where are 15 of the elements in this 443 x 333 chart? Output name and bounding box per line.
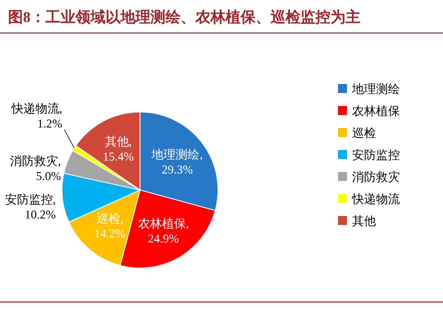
data-label: 地理测绘,29.3% [150, 148, 203, 177]
legend-label: 安防监控 [352, 148, 400, 162]
data-label: 快递物流,1.2% [10, 102, 62, 131]
data-label: 其他,15.4% [102, 134, 134, 164]
legend-label: 巡检 [352, 126, 376, 140]
data-label: 农林植保,24.9% [138, 216, 189, 246]
legend-label: 快递物流 [351, 192, 400, 206]
legend-label: 其他 [352, 214, 376, 228]
data-label: 安防监控,10.2% [4, 192, 56, 222]
legend-label: 地理测绘 [351, 82, 400, 96]
legend-label: 农林植保 [352, 104, 400, 118]
data-label: 巡检,14.2% [94, 212, 126, 241]
chart-title: 图8：工业领域以地理测绘、农林植保、巡检监控为主 [8, 8, 360, 26]
data-label: 消防救灾,5.0% [10, 154, 62, 183]
legend-label: 消防救灾 [352, 170, 400, 184]
